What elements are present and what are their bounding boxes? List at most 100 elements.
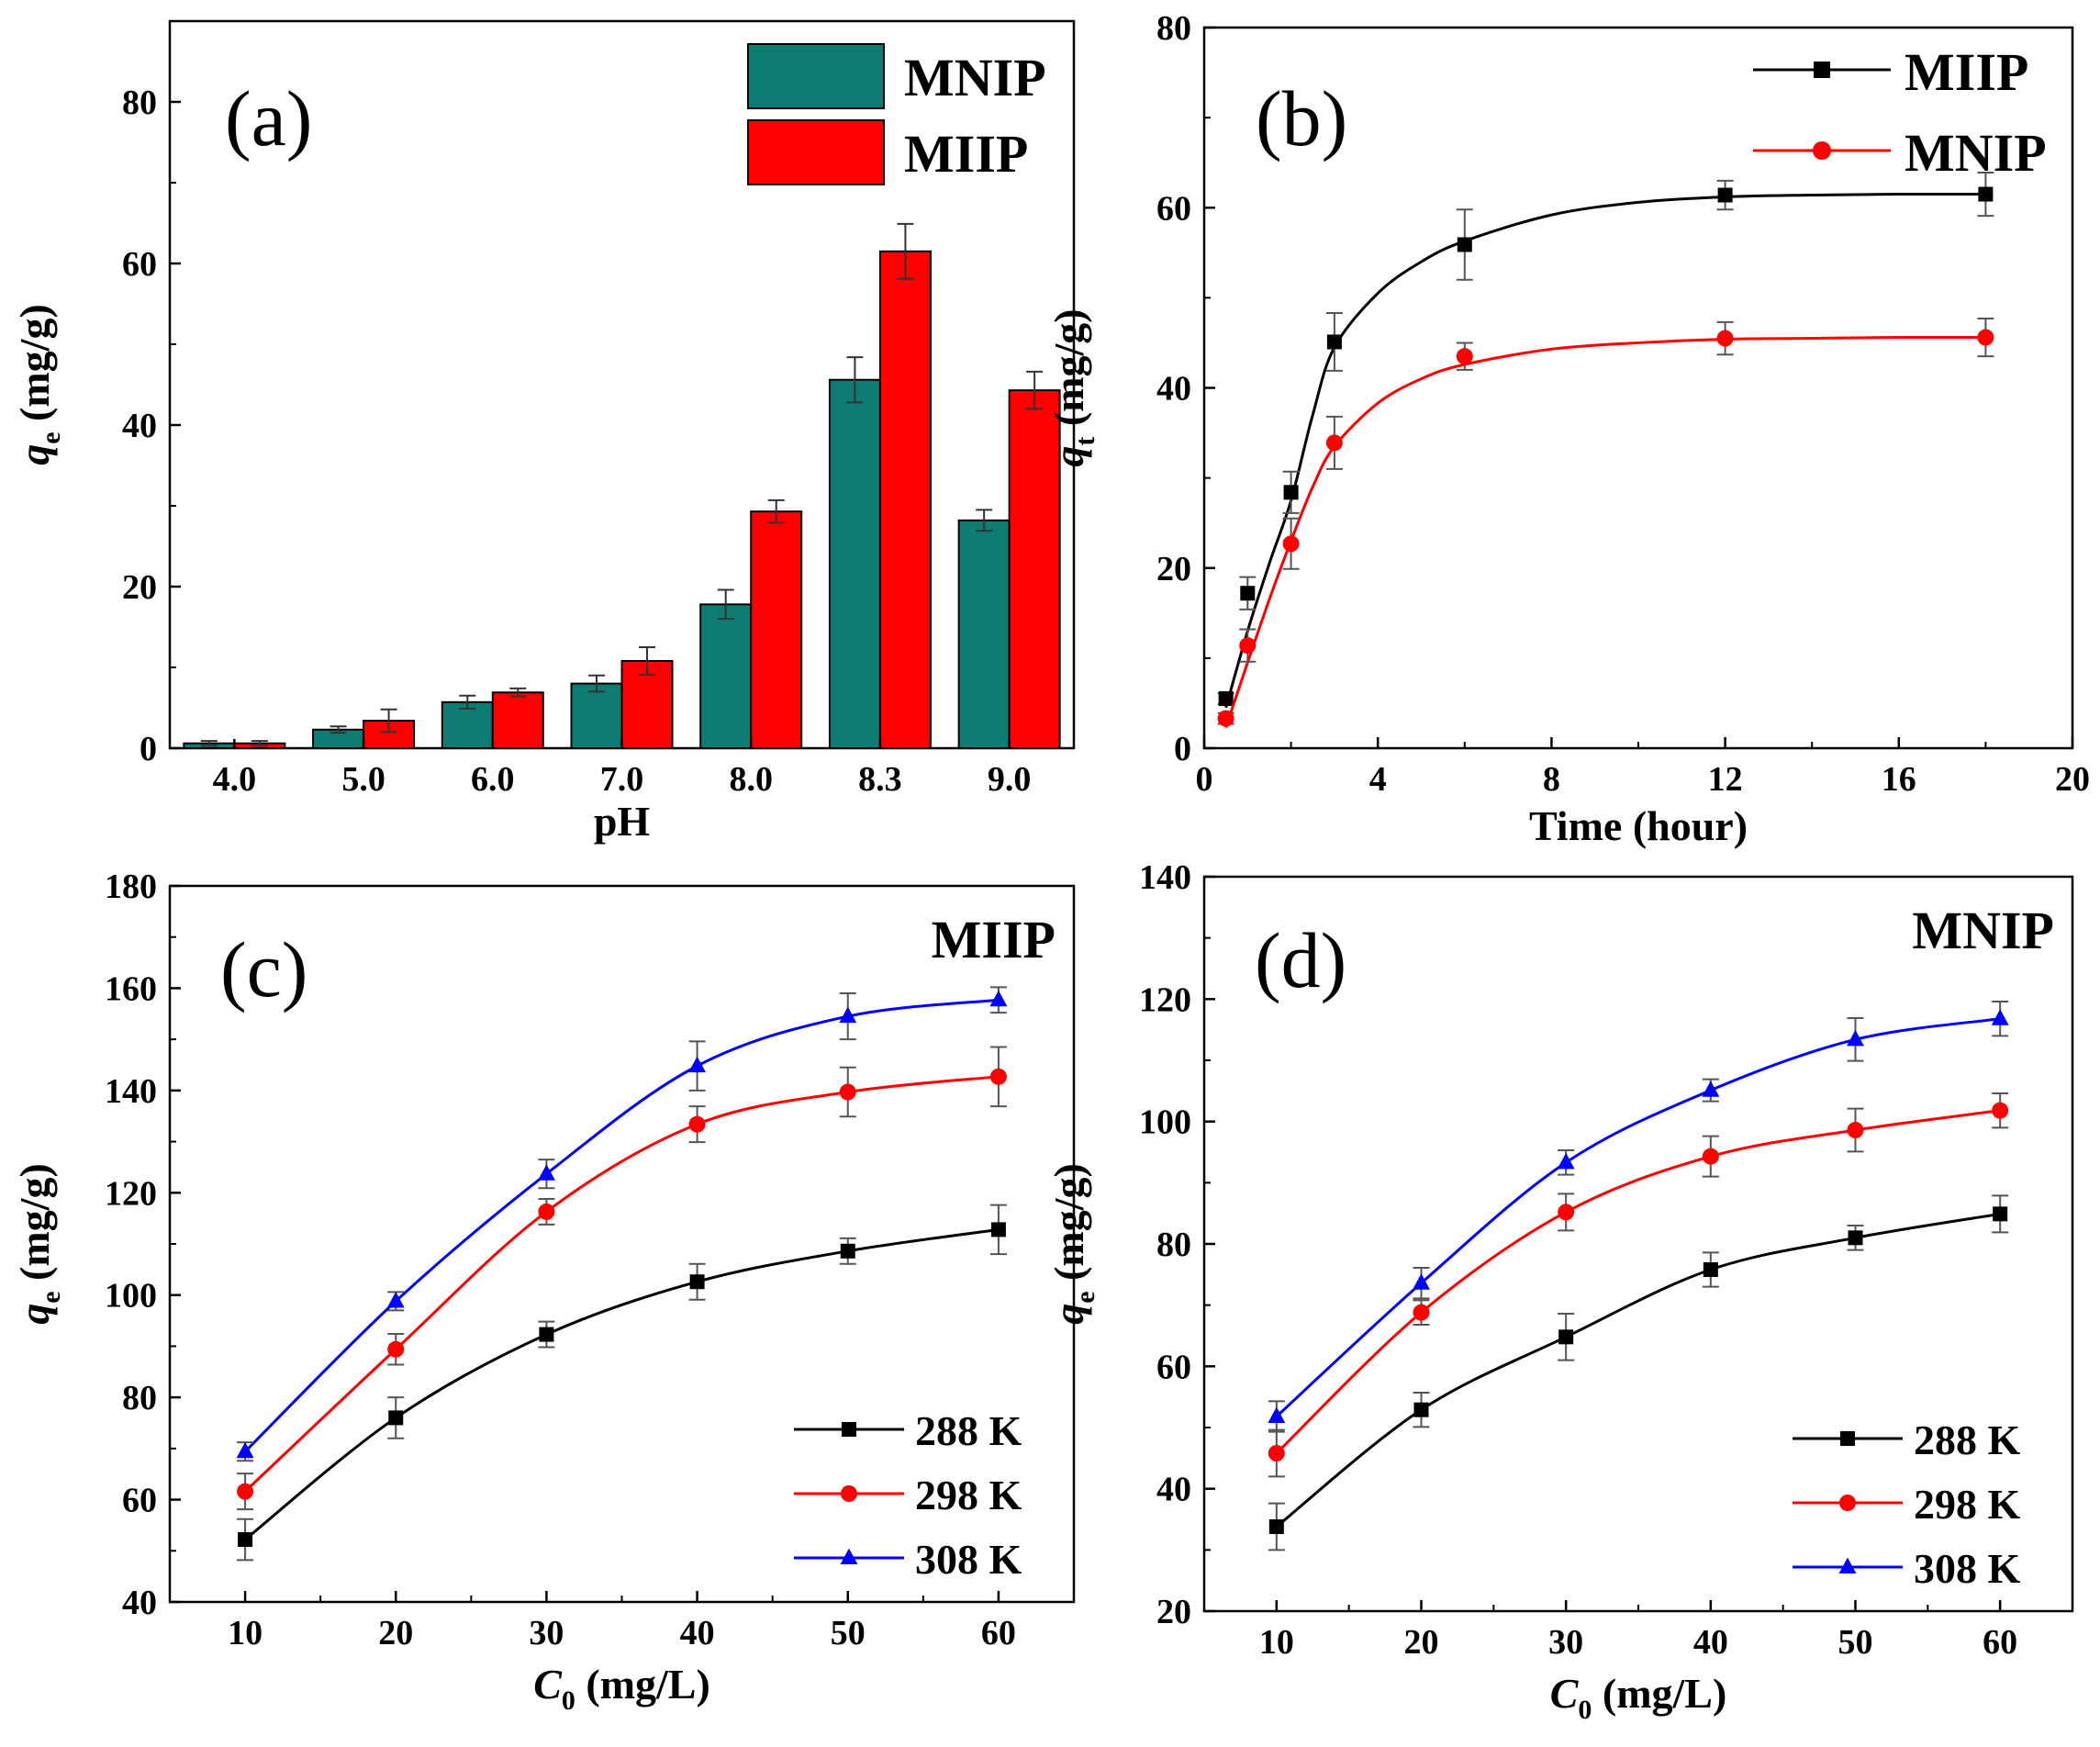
y-tick-label: 20 — [1156, 1593, 1191, 1631]
x-tick-label: 30 — [1548, 1623, 1583, 1662]
panel-c: 40 60 80 100 120 140 160 180 10 20 30 40 50 60 C0 (mg/… — [11, 868, 1076, 1716]
point-298k — [1558, 1204, 1575, 1221]
legend: 288 K 298 K 308 K — [794, 1407, 1022, 1583]
x-tick-label: 40 — [1693, 1623, 1728, 1662]
point-308k — [1847, 1029, 1864, 1047]
x-tick-label: 7.0 — [600, 760, 644, 799]
fit-curve-miip — [1224, 192, 1986, 709]
y-tick-label: 40 — [122, 407, 157, 445]
y-tick-label: 140 — [105, 1072, 157, 1111]
panel-label: (b) — [1256, 74, 1347, 162]
y-tick-label: 20 — [1156, 550, 1191, 588]
point-288k — [990, 1222, 1006, 1237]
y-tick-label: 120 — [1139, 980, 1191, 1019]
point-288k — [238, 1532, 253, 1548]
y-tick-label: 180 — [105, 868, 157, 906]
error-bar — [380, 708, 397, 734]
point-298k — [1992, 1102, 2009, 1119]
legend-marker-mnip — [1813, 141, 1831, 160]
legend-swatch-miip — [747, 119, 885, 185]
x-tick-label: 60 — [1983, 1623, 2017, 1662]
point-308k — [839, 1006, 857, 1024]
legend-marker-308k — [840, 1548, 858, 1565]
y-tick-label: 100 — [1139, 1103, 1191, 1142]
legend-marker-308k — [1838, 1557, 1857, 1574]
panel-a: 0 20 40 60 80 4.0 5.0 6.0 7.0 8.0 8.3 9.0 pH qe (mg/g… — [11, 19, 1076, 845]
point-mnip — [1239, 637, 1257, 655]
point-298k — [688, 1115, 706, 1133]
x-tick-label: 20 — [2055, 760, 2090, 799]
point-mnip — [1456, 348, 1473, 365]
x-tick-label: 50 — [831, 1614, 866, 1652]
panel-title: MIIP — [932, 910, 1056, 969]
point-288k — [539, 1327, 554, 1342]
point-288k — [1558, 1329, 1574, 1345]
bar-mnip-8.3 — [828, 378, 881, 749]
point-miip — [1717, 187, 1733, 203]
point-288k — [1848, 1230, 1863, 1246]
point-298k — [989, 1068, 1007, 1085]
point-298k — [1847, 1122, 1864, 1138]
x-tick-label: 4 — [1369, 760, 1387, 799]
y-tick-label: 40 — [122, 1584, 157, 1622]
error-bar — [846, 356, 864, 404]
error-bar — [639, 646, 655, 676]
error-bar — [976, 509, 993, 532]
y-tick-label: 100 — [105, 1277, 157, 1316]
y-axis-label: qe (mg/g) — [11, 304, 66, 465]
panel-label: (c) — [220, 925, 307, 1013]
point-miip — [1283, 485, 1299, 500]
y-tick-label: 60 — [122, 1482, 157, 1520]
point-298k — [1413, 1304, 1430, 1321]
point-mnip — [1282, 535, 1300, 553]
point-308k — [386, 1291, 405, 1308]
point-308k — [1557, 1152, 1575, 1170]
x-tick-label: 60 — [981, 1614, 1016, 1652]
point-298k — [1268, 1445, 1285, 1461]
legend-marker-288k — [842, 1422, 856, 1437]
x-axis-label: pH — [594, 798, 651, 845]
point-308k — [989, 990, 1008, 1007]
point-308k — [1991, 1009, 2009, 1025]
fit-curve-288k — [244, 1227, 1000, 1541]
point-308k — [1413, 1273, 1430, 1290]
fit-curve-288k — [1275, 1212, 2001, 1529]
error-bar — [717, 588, 734, 621]
y-tick-label: 160 — [105, 969, 157, 1008]
point-miip — [1978, 186, 1994, 202]
panel-b: 0 20 40 60 80 0 4 8 12 16 20 Time (hour) qt (mg/g) (b… — [1045, 9, 2090, 849]
error-bar — [459, 694, 476, 710]
point-288k — [1703, 1262, 1718, 1277]
point-298k — [237, 1483, 254, 1500]
point-miip — [1326, 334, 1342, 350]
fit-curve-308k — [1275, 1017, 2001, 1418]
error-bar — [1026, 370, 1044, 410]
legend-label-298k: 298 K — [915, 1472, 1022, 1518]
legend-label-miip: MIIP — [904, 124, 1028, 184]
legend: MIIP MNIP — [1753, 42, 2047, 183]
legend-label-298k: 298 K — [1914, 1481, 2021, 1528]
point-308k — [1268, 1406, 1286, 1424]
x-tick-label: 6.0 — [471, 760, 515, 799]
panel-d: 20 40 60 80 100 120 140 10 20 30 40 50 60 C0 (mg/L) qe… — [1045, 858, 2074, 1725]
x-tick-label: 16 — [1882, 760, 1916, 799]
y-tick-label: 80 — [122, 1379, 157, 1417]
x-axis-label: C0 (mg/L) — [533, 1661, 710, 1716]
y-tick-label: 60 — [1156, 1348, 1191, 1386]
point-288k — [388, 1410, 404, 1426]
y-tick-label: 60 — [122, 245, 157, 284]
y-tick-label: 40 — [1156, 1471, 1191, 1509]
x-axis-label: Time (hour) — [1529, 802, 1748, 849]
legend-marker-miip — [1814, 62, 1830, 78]
point-298k — [387, 1340, 405, 1358]
legend-marker-298k — [1839, 1495, 1856, 1511]
x-tick-label: 0 — [1196, 760, 1213, 799]
panel-title: MNIP — [1912, 901, 2054, 960]
point-mnip — [1977, 329, 1994, 346]
error-bar — [509, 687, 527, 698]
legend-label-308k: 308 K — [1914, 1545, 2021, 1592]
point-308k — [1702, 1081, 1720, 1097]
point-308k — [537, 1164, 555, 1181]
bar-miip-6.0 — [491, 691, 544, 750]
